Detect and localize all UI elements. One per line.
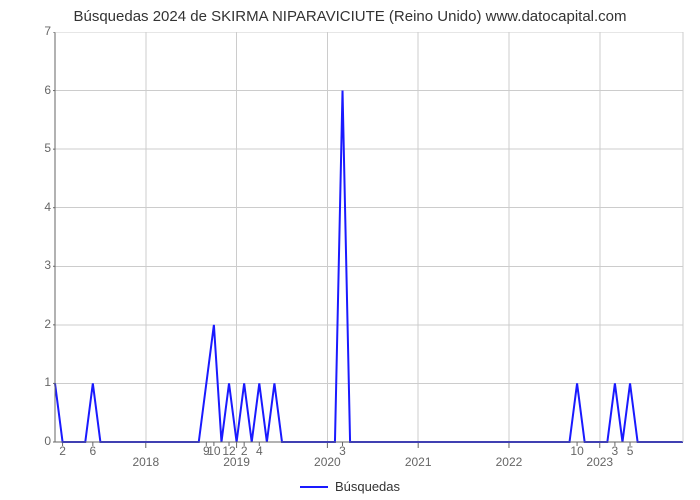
legend-swatch xyxy=(300,486,328,488)
x-point-label: 6 xyxy=(89,444,96,458)
y-tick-label: 4 xyxy=(33,200,51,214)
x-year-label: 2018 xyxy=(132,455,159,469)
y-tick-label: 2 xyxy=(33,317,51,331)
x-point-label: 4 xyxy=(256,444,263,458)
legend-label: Búsquedas xyxy=(335,479,400,494)
x-point-label: 2 xyxy=(59,444,66,458)
y-tick-label: 0 xyxy=(33,434,51,448)
y-tick-label: 6 xyxy=(33,83,51,97)
x-point-label: 10 xyxy=(570,444,584,458)
y-tick-label: 3 xyxy=(33,258,51,272)
legend: Búsquedas xyxy=(0,479,700,494)
x-point-label: 3 xyxy=(339,444,346,458)
x-point-label: 5 xyxy=(627,444,634,458)
x-year-label: 2020 xyxy=(314,455,341,469)
x-axis: 20182019202020212022202326910122431035 xyxy=(59,442,633,469)
x-point-label: 12 xyxy=(222,444,236,458)
x-year-label: 2021 xyxy=(405,455,432,469)
y-tick-label: 7 xyxy=(33,24,51,38)
chart-plot: 20182019202020212022202326910122431035 xyxy=(53,32,685,472)
x-point-label: 2 xyxy=(241,444,248,458)
chart-title: Búsquedas 2024 de SKIRMA NIPARAVICIUTE (… xyxy=(0,8,700,25)
x-point-label: 3 xyxy=(612,444,619,458)
x-year-label: 2023 xyxy=(586,455,613,469)
plot-border xyxy=(55,32,683,442)
x-year-label: 2022 xyxy=(496,455,523,469)
y-tick-label: 1 xyxy=(33,375,51,389)
gridlines xyxy=(55,32,683,442)
x-point-label: 10 xyxy=(207,444,221,458)
y-tick-label: 5 xyxy=(33,141,51,155)
